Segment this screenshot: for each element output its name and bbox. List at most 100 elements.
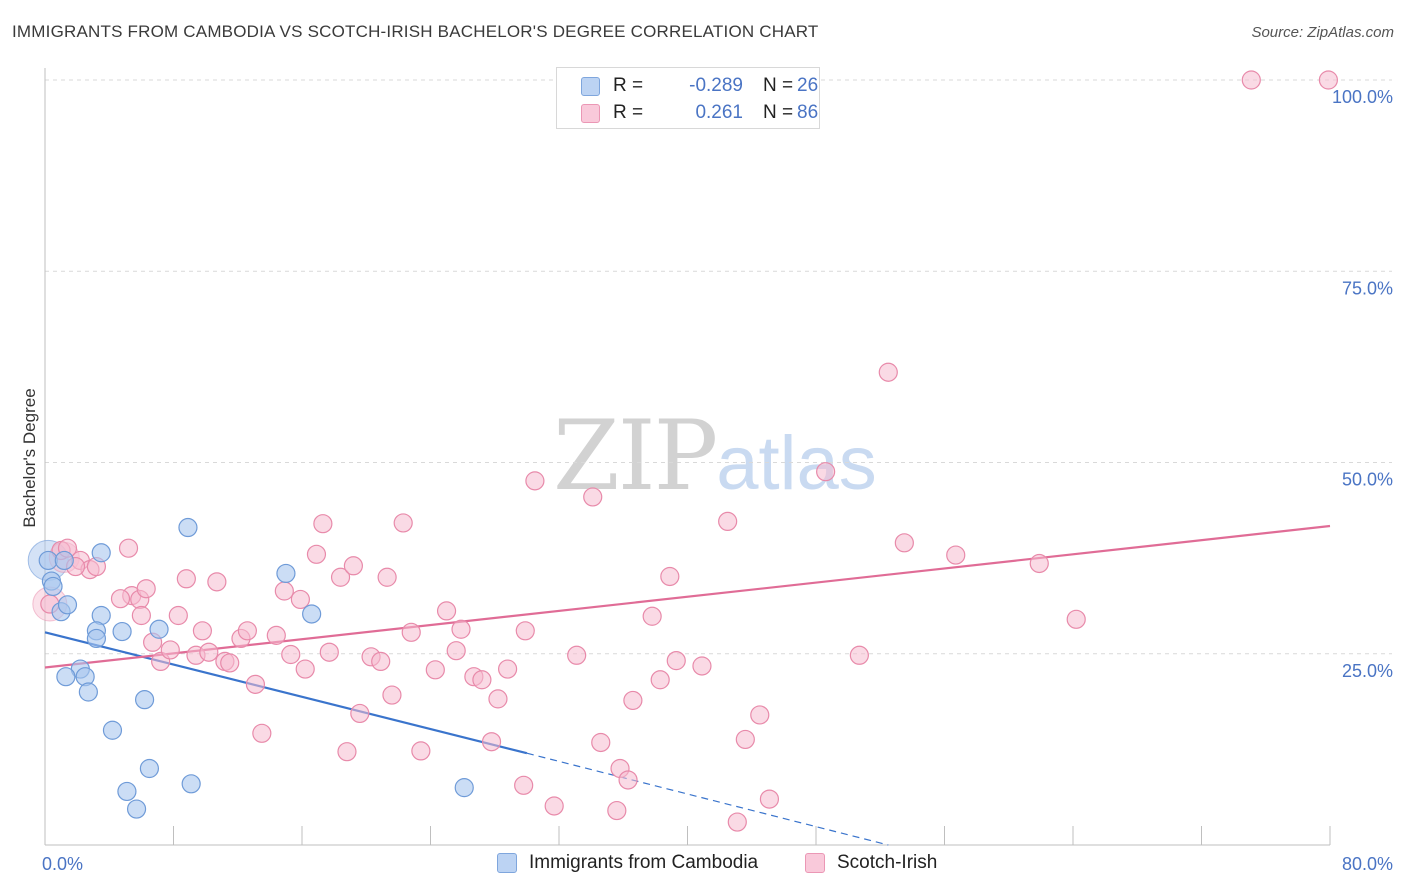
- point-scotch-irish: [110, 589, 131, 609]
- trend-lines: [44, 524, 1331, 846]
- point-scotch-irish: [446, 641, 466, 661]
- point-scotch-irish: [1241, 70, 1261, 90]
- legend-swatch-blue: [581, 76, 600, 96]
- point-scotch-irish: [252, 723, 272, 743]
- point-scotch-irish: [425, 660, 445, 680]
- point-scotch-irish: [514, 775, 534, 795]
- point-cambodia: [112, 621, 132, 642]
- point-scotch-irish: [567, 645, 587, 665]
- point-scotch-irish: [451, 619, 471, 639]
- legend-n-value: 86: [797, 102, 819, 123]
- legend-label-cambodia: Immigrants from Cambodia: [529, 852, 759, 873]
- point-cambodia: [56, 667, 76, 687]
- point-scotch-irish: [718, 511, 738, 532]
- point-scotch-irish: [488, 689, 508, 709]
- point-cambodia: [102, 720, 123, 740]
- point-scotch-irish: [306, 544, 327, 564]
- legend-n-label: N =: [763, 102, 794, 123]
- point-scotch-irish: [544, 796, 564, 816]
- point-scotch-irish: [274, 581, 294, 601]
- y-tick-label: 75.0%: [1342, 278, 1393, 298]
- x-tick-label: 0.0%: [42, 854, 83, 874]
- point-scotch-irish: [666, 651, 686, 671]
- point-scotch-irish: [750, 705, 770, 725]
- legend-n-label: N =: [763, 75, 794, 96]
- legend-label-scotch-irish: Scotch-Irish: [837, 852, 938, 873]
- point-scotch-irish: [393, 513, 413, 533]
- legend-n-value: 26: [797, 75, 819, 96]
- point-scotch-irish: [878, 362, 898, 382]
- point-scotch-irish: [481, 732, 502, 752]
- point-scotch-irish: [735, 729, 755, 750]
- point-cambodia: [126, 799, 147, 819]
- source-label: Source: ZipAtlas.com: [1251, 24, 1394, 41]
- legend-r-label: R =: [613, 102, 644, 123]
- axes: [44, 68, 1331, 846]
- point-scotch-irish: [136, 579, 156, 599]
- point-scotch-irish: [623, 690, 643, 711]
- trend-line-cambodia-extrapolated: [526, 752, 889, 846]
- point-scotch-irish: [160, 640, 180, 660]
- y-tick-label: 100.0%: [1332, 87, 1393, 107]
- trend-line-cambodia: [44, 631, 528, 755]
- stats-legend: R = -0.289 N = 26 R = 0.261 N = 86: [556, 67, 820, 129]
- point-scotch-irish: [650, 670, 670, 690]
- point-scotch-irish: [411, 741, 431, 761]
- legend-r-value: 0.261: [695, 102, 743, 123]
- point-scotch-irish: [382, 685, 402, 705]
- point-cambodia: [276, 563, 296, 584]
- point-cambodia: [91, 543, 111, 563]
- watermark-zip: ZIP: [553, 400, 718, 512]
- point-cambodia: [149, 619, 169, 639]
- point-scotch-irish: [946, 545, 966, 565]
- point-scotch-irish: [371, 651, 391, 672]
- point-scotch-irish: [207, 572, 227, 592]
- watermark: ZIPatlas: [553, 400, 877, 512]
- point-scotch-irish: [131, 605, 151, 626]
- point-scotch-irish: [343, 556, 363, 576]
- chart-title: IMMIGRANTS FROM CAMBODIA VS SCOTCH-IRISH…: [12, 22, 819, 41]
- point-scotch-irish: [220, 653, 240, 673]
- point-scotch-irish: [118, 538, 139, 558]
- point-scotch-irish: [591, 732, 611, 753]
- point-scotch-irish: [618, 770, 638, 790]
- point-cambodia: [117, 781, 137, 802]
- point-scotch-irish: [660, 566, 680, 587]
- point-scotch-irish: [642, 606, 662, 626]
- point-scotch-irish: [168, 605, 188, 626]
- point-cambodia: [43, 576, 63, 597]
- point-cambodia: [181, 774, 201, 794]
- point-scotch-irish: [472, 670, 492, 690]
- point-scotch-irish: [401, 622, 421, 642]
- point-scotch-irish: [583, 487, 603, 507]
- y-tick-label: 25.0%: [1342, 661, 1393, 681]
- point-cambodia: [86, 628, 107, 649]
- point-scotch-irish: [281, 644, 301, 665]
- point-scotch-irish: [525, 471, 545, 491]
- y-axis-label: Bachelor's Degree: [20, 388, 39, 527]
- point-scotch-irish: [1318, 70, 1338, 90]
- data-points: [27, 70, 1338, 832]
- point-cambodia: [54, 550, 74, 571]
- point-cambodia: [134, 690, 155, 710]
- point-cambodia: [38, 550, 58, 571]
- point-scotch-irish: [377, 567, 397, 587]
- y-tick-label: 50.0%: [1342, 470, 1393, 490]
- tick-labels: 25.0% 50.0% 75.0% 100.0% 0.0% 80.0%: [42, 87, 1393, 874]
- x-tick-label: 80.0%: [1342, 854, 1393, 874]
- point-scotch-irish: [295, 659, 315, 679]
- point-scotch-irish: [237, 621, 257, 641]
- point-scotch-irish: [727, 812, 747, 832]
- legend-item-scotch-irish: Scotch-Irish: [805, 852, 937, 874]
- point-scotch-irish: [330, 567, 351, 587]
- point-scotch-irish: [607, 800, 627, 821]
- point-scotch-irish: [759, 789, 780, 809]
- point-cambodia: [178, 517, 198, 538]
- point-scotch-irish: [350, 703, 370, 724]
- point-scotch-irish: [313, 514, 333, 534]
- point-scotch-irish: [436, 601, 457, 621]
- legend-r-label: R =: [613, 75, 644, 96]
- legend-item-cambodia: Immigrants from Cambodia: [497, 852, 758, 874]
- point-scotch-irish: [176, 569, 196, 589]
